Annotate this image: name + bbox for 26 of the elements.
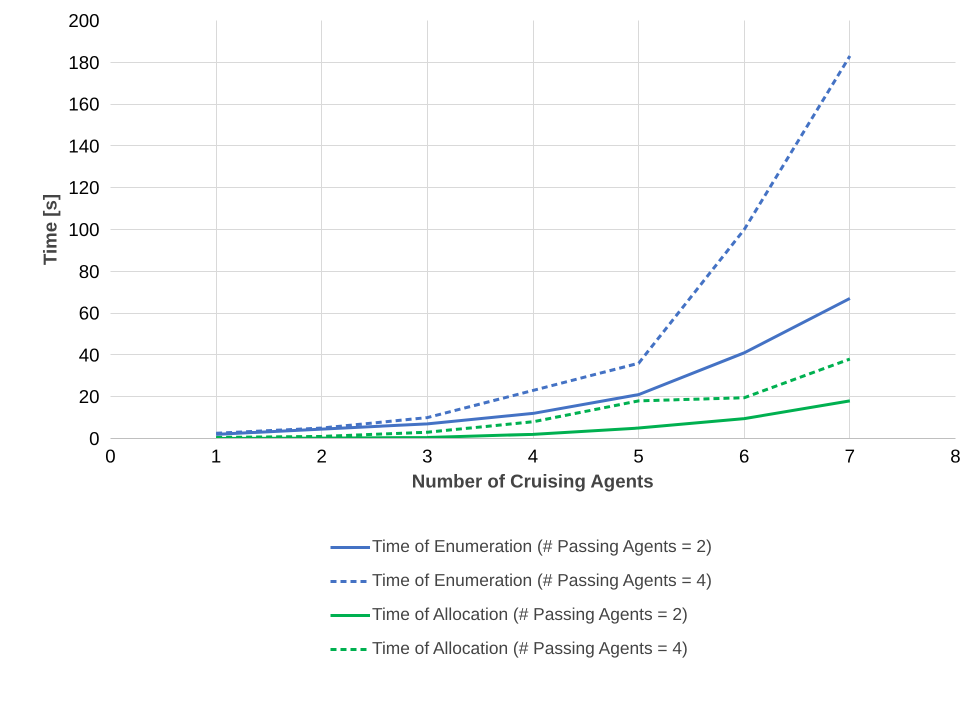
y-tick-label: 0 <box>89 428 100 449</box>
y-tick-label: 140 <box>68 135 100 156</box>
y-tick-label: 60 <box>78 302 100 324</box>
x-tick-label: 5 <box>633 446 644 466</box>
x-tick-label: 8 <box>950 446 961 466</box>
y-tick-label: 120 <box>68 177 100 198</box>
y-tick-label: 180 <box>68 52 100 73</box>
x-tick-label: 7 <box>844 446 856 466</box>
x-tick-label: 0 <box>105 446 116 466</box>
legend-label: Time of Allocation (# Passing Agents = 4) <box>372 638 688 659</box>
x-tick-label: 3 <box>422 446 433 466</box>
x-tick-label: 4 <box>528 446 538 466</box>
y-axis-title: Time [s] <box>39 194 60 266</box>
legend-label: Time of Allocation (# Passing Agents = 2) <box>372 604 688 625</box>
x-tick-label: 2 <box>316 446 327 466</box>
y-tick-label: 20 <box>78 386 100 408</box>
y-tick-label: 100 <box>68 219 100 240</box>
y-tick-label: 40 <box>78 344 100 366</box>
x-axis-title: Number of Cruising Agents <box>412 470 654 492</box>
y-tick-label: 80 <box>78 260 100 282</box>
x-tick-label: 6 <box>739 446 750 466</box>
y-tick-label: 160 <box>68 94 100 115</box>
legend-label: Time of Enumeration (# Passing Agents = 2) <box>372 536 712 557</box>
y-tick-label: 200 <box>68 10 100 31</box>
x-tick-label: 1 <box>210 446 222 466</box>
legend-label: Time of Enumeration (# Passing Agents = 4) <box>372 570 712 591</box>
